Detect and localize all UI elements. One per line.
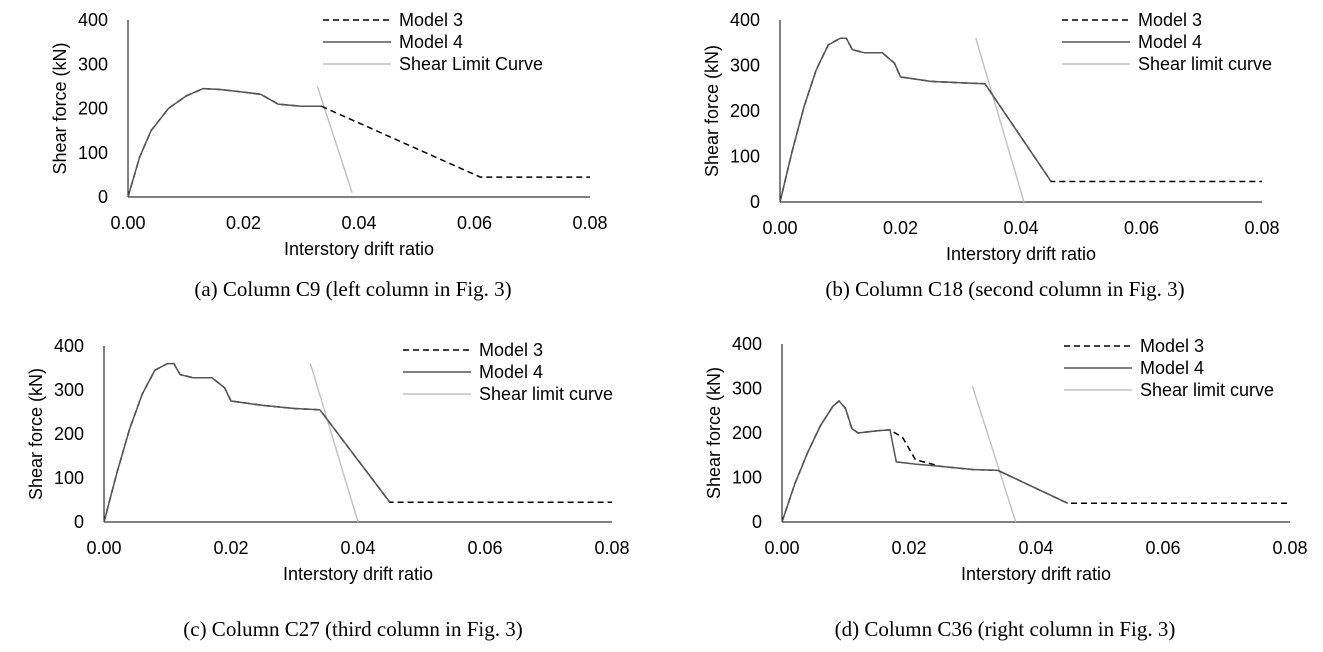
legend-label: Shear Limit Curve: [399, 54, 543, 74]
x-tick-label: 0.02: [213, 538, 248, 558]
x-tick-label: 0.06: [1145, 538, 1180, 558]
series-line-model4: [781, 399, 1069, 523]
x-tick-label: 0.06: [467, 538, 502, 558]
y-tick-label: 0: [98, 187, 108, 207]
x-tick-label: 0.06: [457, 213, 492, 233]
y-axis-label: Shear force (kN): [26, 368, 46, 500]
x-axis-label: Interstory drift ratio: [946, 244, 1096, 264]
chart-panel-a: 0 100 200 300 400 0.00 0.02 0.04 0.06 0.08 Interst…: [50, 10, 608, 301]
x-tick-label: 0.02: [226, 213, 261, 233]
legend-label: Model 3: [479, 340, 543, 360]
legend-label: Shear limit curve: [1138, 54, 1272, 74]
y-tick-label: 400: [732, 334, 762, 354]
legend-label: Shear limit curve: [479, 384, 613, 404]
series-line-shear-limit: [971, 386, 1017, 523]
legend-label: Model 4: [1140, 358, 1204, 378]
legend-label: Shear limit curve: [1140, 380, 1274, 400]
series-line-model4: [127, 87, 322, 198]
y-axis-label: Shear force (kN): [704, 367, 724, 499]
panel-caption: (a) Column C9 (left column in Fig. 3): [194, 277, 511, 301]
series-line-model3: [127, 87, 590, 198]
x-tick-label: 0.04: [1003, 218, 1038, 238]
series-line-shear-limit: [309, 363, 359, 523]
legend-label: Model 3: [1140, 336, 1204, 356]
legend-label: Model 4: [399, 32, 463, 52]
y-tick-label: 0: [750, 192, 760, 212]
panel-caption: (c) Column C27 (third column in Fig. 3): [183, 617, 522, 641]
chart-panel-c: 0 100 200 300 400 0.00 0.02 0.04 0.06 0.08 Interst…: [26, 336, 630, 641]
x-tick-label: 0.04: [341, 213, 376, 233]
legend-label: Model 4: [1138, 32, 1202, 52]
series-line-model3: [781, 399, 1290, 523]
x-axis-label: Interstory drift ratio: [961, 564, 1111, 584]
y-tick-label: 100: [732, 468, 762, 488]
series-line-model4: [103, 362, 391, 523]
y-axis-label: Shear force (kN): [50, 42, 70, 174]
legend-label: Model 4: [479, 362, 543, 382]
y-tick-label: 200: [78, 99, 108, 119]
chart-panel-b: 0 100 200 300 400 0.00 0.02 0.04 0.06 0.08 Interst…: [702, 10, 1280, 301]
y-tick-label: 200: [730, 101, 760, 121]
x-tick-label: 0.00: [764, 538, 799, 558]
x-tick-label: 0.04: [340, 538, 375, 558]
y-axis-label: Shear force (kN): [702, 45, 722, 177]
series-line-model4: [779, 37, 1052, 203]
x-tick-label: 0.02: [883, 218, 918, 238]
y-tick-label: 300: [54, 380, 84, 400]
x-tick-label: 0.00: [762, 218, 797, 238]
y-tick-label: 200: [54, 424, 84, 444]
y-tick-label: 100: [78, 143, 108, 163]
y-tick-label: 0: [752, 512, 762, 532]
series-line-shear-limit: [975, 38, 1025, 203]
legend-label: Model 3: [399, 10, 463, 30]
chart-panel-d: 0 100 200 300 400 0.00 0.02 0.04 0.06 0.08 Interst…: [704, 334, 1308, 641]
x-tick-label: 0.08: [1272, 538, 1307, 558]
x-tick-label: 0.08: [572, 213, 607, 233]
y-tick-label: 400: [730, 10, 760, 30]
y-tick-label: 100: [730, 147, 760, 167]
panel-caption: (d) Column C36 (right column in Fig. 3): [835, 617, 1176, 641]
y-tick-label: 100: [54, 468, 84, 488]
x-tick-label: 0.08: [1244, 218, 1279, 238]
x-tick-label: 0.06: [1124, 218, 1159, 238]
x-tick-label: 0.04: [1018, 538, 1053, 558]
x-tick-label: 0.00: [110, 213, 145, 233]
panel-caption: (b) Column C18 (second column in Fig. 3): [825, 277, 1184, 301]
y-tick-label: 400: [78, 10, 108, 30]
x-axis-label: Interstory drift ratio: [283, 564, 433, 584]
y-tick-label: 400: [54, 336, 84, 356]
x-axis-label: Interstory drift ratio: [284, 239, 434, 259]
series-line-shear-limit: [316, 86, 353, 193]
y-tick-label: 300: [730, 56, 760, 76]
legend-label: Model 3: [1138, 10, 1202, 30]
y-tick-label: 200: [732, 423, 762, 443]
x-tick-label: 0.00: [86, 538, 121, 558]
x-tick-label: 0.02: [891, 538, 926, 558]
y-tick-label: 300: [78, 54, 108, 74]
y-tick-label: 300: [732, 379, 762, 399]
x-tick-label: 0.08: [594, 538, 629, 558]
y-tick-label: 0: [74, 512, 84, 532]
